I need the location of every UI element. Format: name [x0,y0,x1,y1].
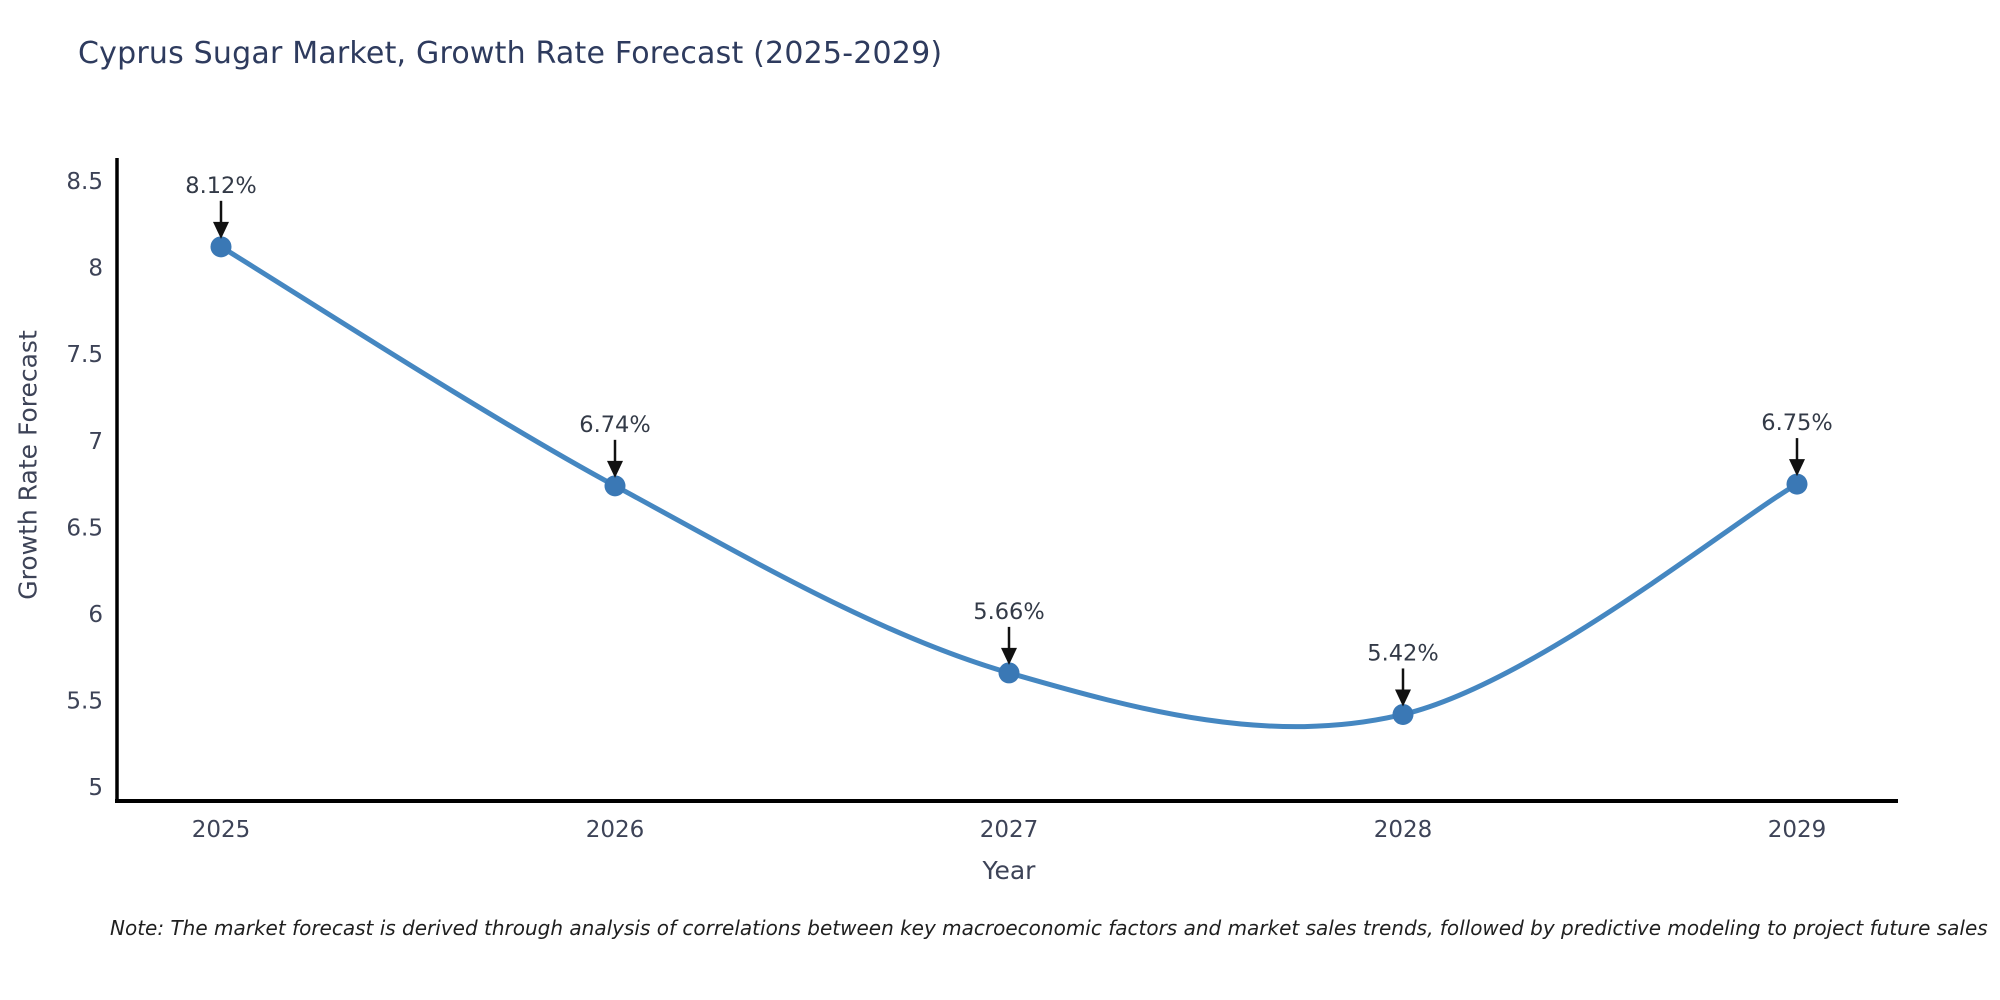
x-axis-title: Year [982,856,1036,885]
data-point-2027 [998,662,1020,684]
data-point-2028 [1392,703,1414,725]
data-point-2029 [1786,473,1808,495]
y-tick-label: 8.5 [66,169,103,195]
point-value-label: 8.12% [185,173,256,199]
point-value-label: 6.74% [579,412,650,438]
y-tick-label: 6.5 [66,515,103,541]
point-value-label: 5.66% [973,599,1044,625]
annotation-arrowhead [1395,689,1411,707]
x-tick-label: 2028 [1374,817,1433,843]
annotation-arrowhead [213,221,229,239]
data-point-2026 [604,475,626,497]
y-tick-label: 6 [88,602,103,628]
point-value-label: 6.75% [1761,410,1832,436]
y-tick-label: 7 [88,429,103,455]
annotation-arrowhead [1789,459,1805,477]
footnote: Note: The market forecast is derived thr… [110,916,1988,940]
annotation-arrowhead [607,460,623,478]
y-tick-label: 5.5 [66,689,103,715]
x-tick-label: 2025 [192,817,251,843]
y-tick-label: 8 [88,256,103,282]
x-tick-label: 2029 [1768,817,1827,843]
annotation-arrowhead [1001,647,1017,665]
y-tick-label: 7.5 [66,342,103,368]
y-tick-label: 5 [88,775,103,801]
data-point-2025 [210,236,232,258]
chart-title: Cyprus Sugar Market, Growth Rate Forecas… [78,36,943,71]
x-tick-label: 2027 [980,817,1039,843]
x-tick-label: 2026 [586,817,645,843]
point-value-label: 5.42% [1367,640,1438,666]
